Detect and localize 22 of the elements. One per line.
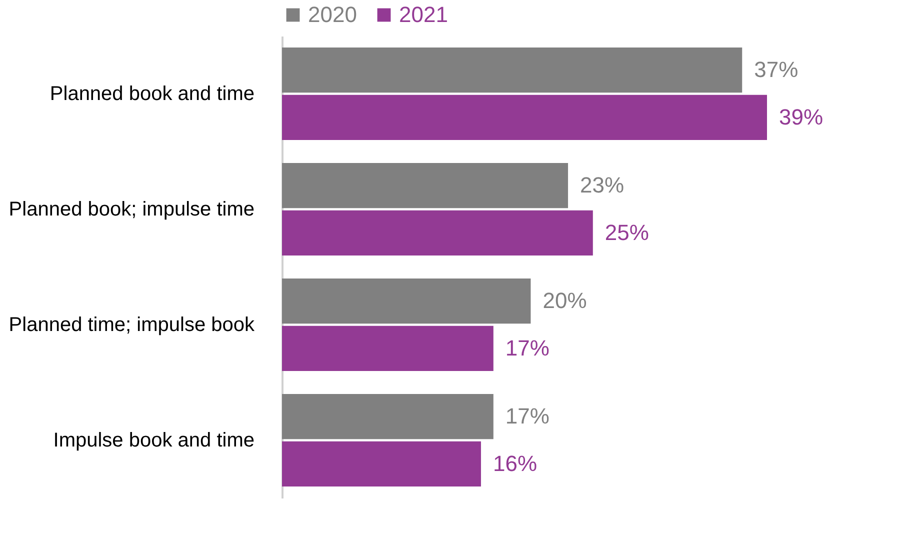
data-label: 23% xyxy=(580,172,624,198)
bar xyxy=(282,394,494,440)
data-label: 39% xyxy=(779,104,824,130)
data-label: 37% xyxy=(754,57,798,82)
bar xyxy=(282,94,767,140)
data-label: 25% xyxy=(604,220,649,245)
data-label: 17% xyxy=(505,335,550,360)
bar xyxy=(282,278,531,324)
bar xyxy=(282,210,593,256)
legend-label: 2021 xyxy=(399,2,448,27)
y-tick-label: Planned book and time xyxy=(50,82,254,105)
y-tick-label: Planned time; impulse book xyxy=(8,314,256,336)
bar xyxy=(282,163,568,208)
data-label: 16% xyxy=(492,450,538,476)
bar xyxy=(282,441,481,486)
y-tick-label: Planned book; impulse time xyxy=(8,198,254,220)
data-label: 17% xyxy=(505,404,550,429)
legend-label: 2020 xyxy=(308,2,357,27)
data-label: 20% xyxy=(542,288,587,314)
bar xyxy=(282,48,742,93)
bar xyxy=(282,326,494,371)
y-tick-label: Impulse book and time xyxy=(53,429,254,452)
